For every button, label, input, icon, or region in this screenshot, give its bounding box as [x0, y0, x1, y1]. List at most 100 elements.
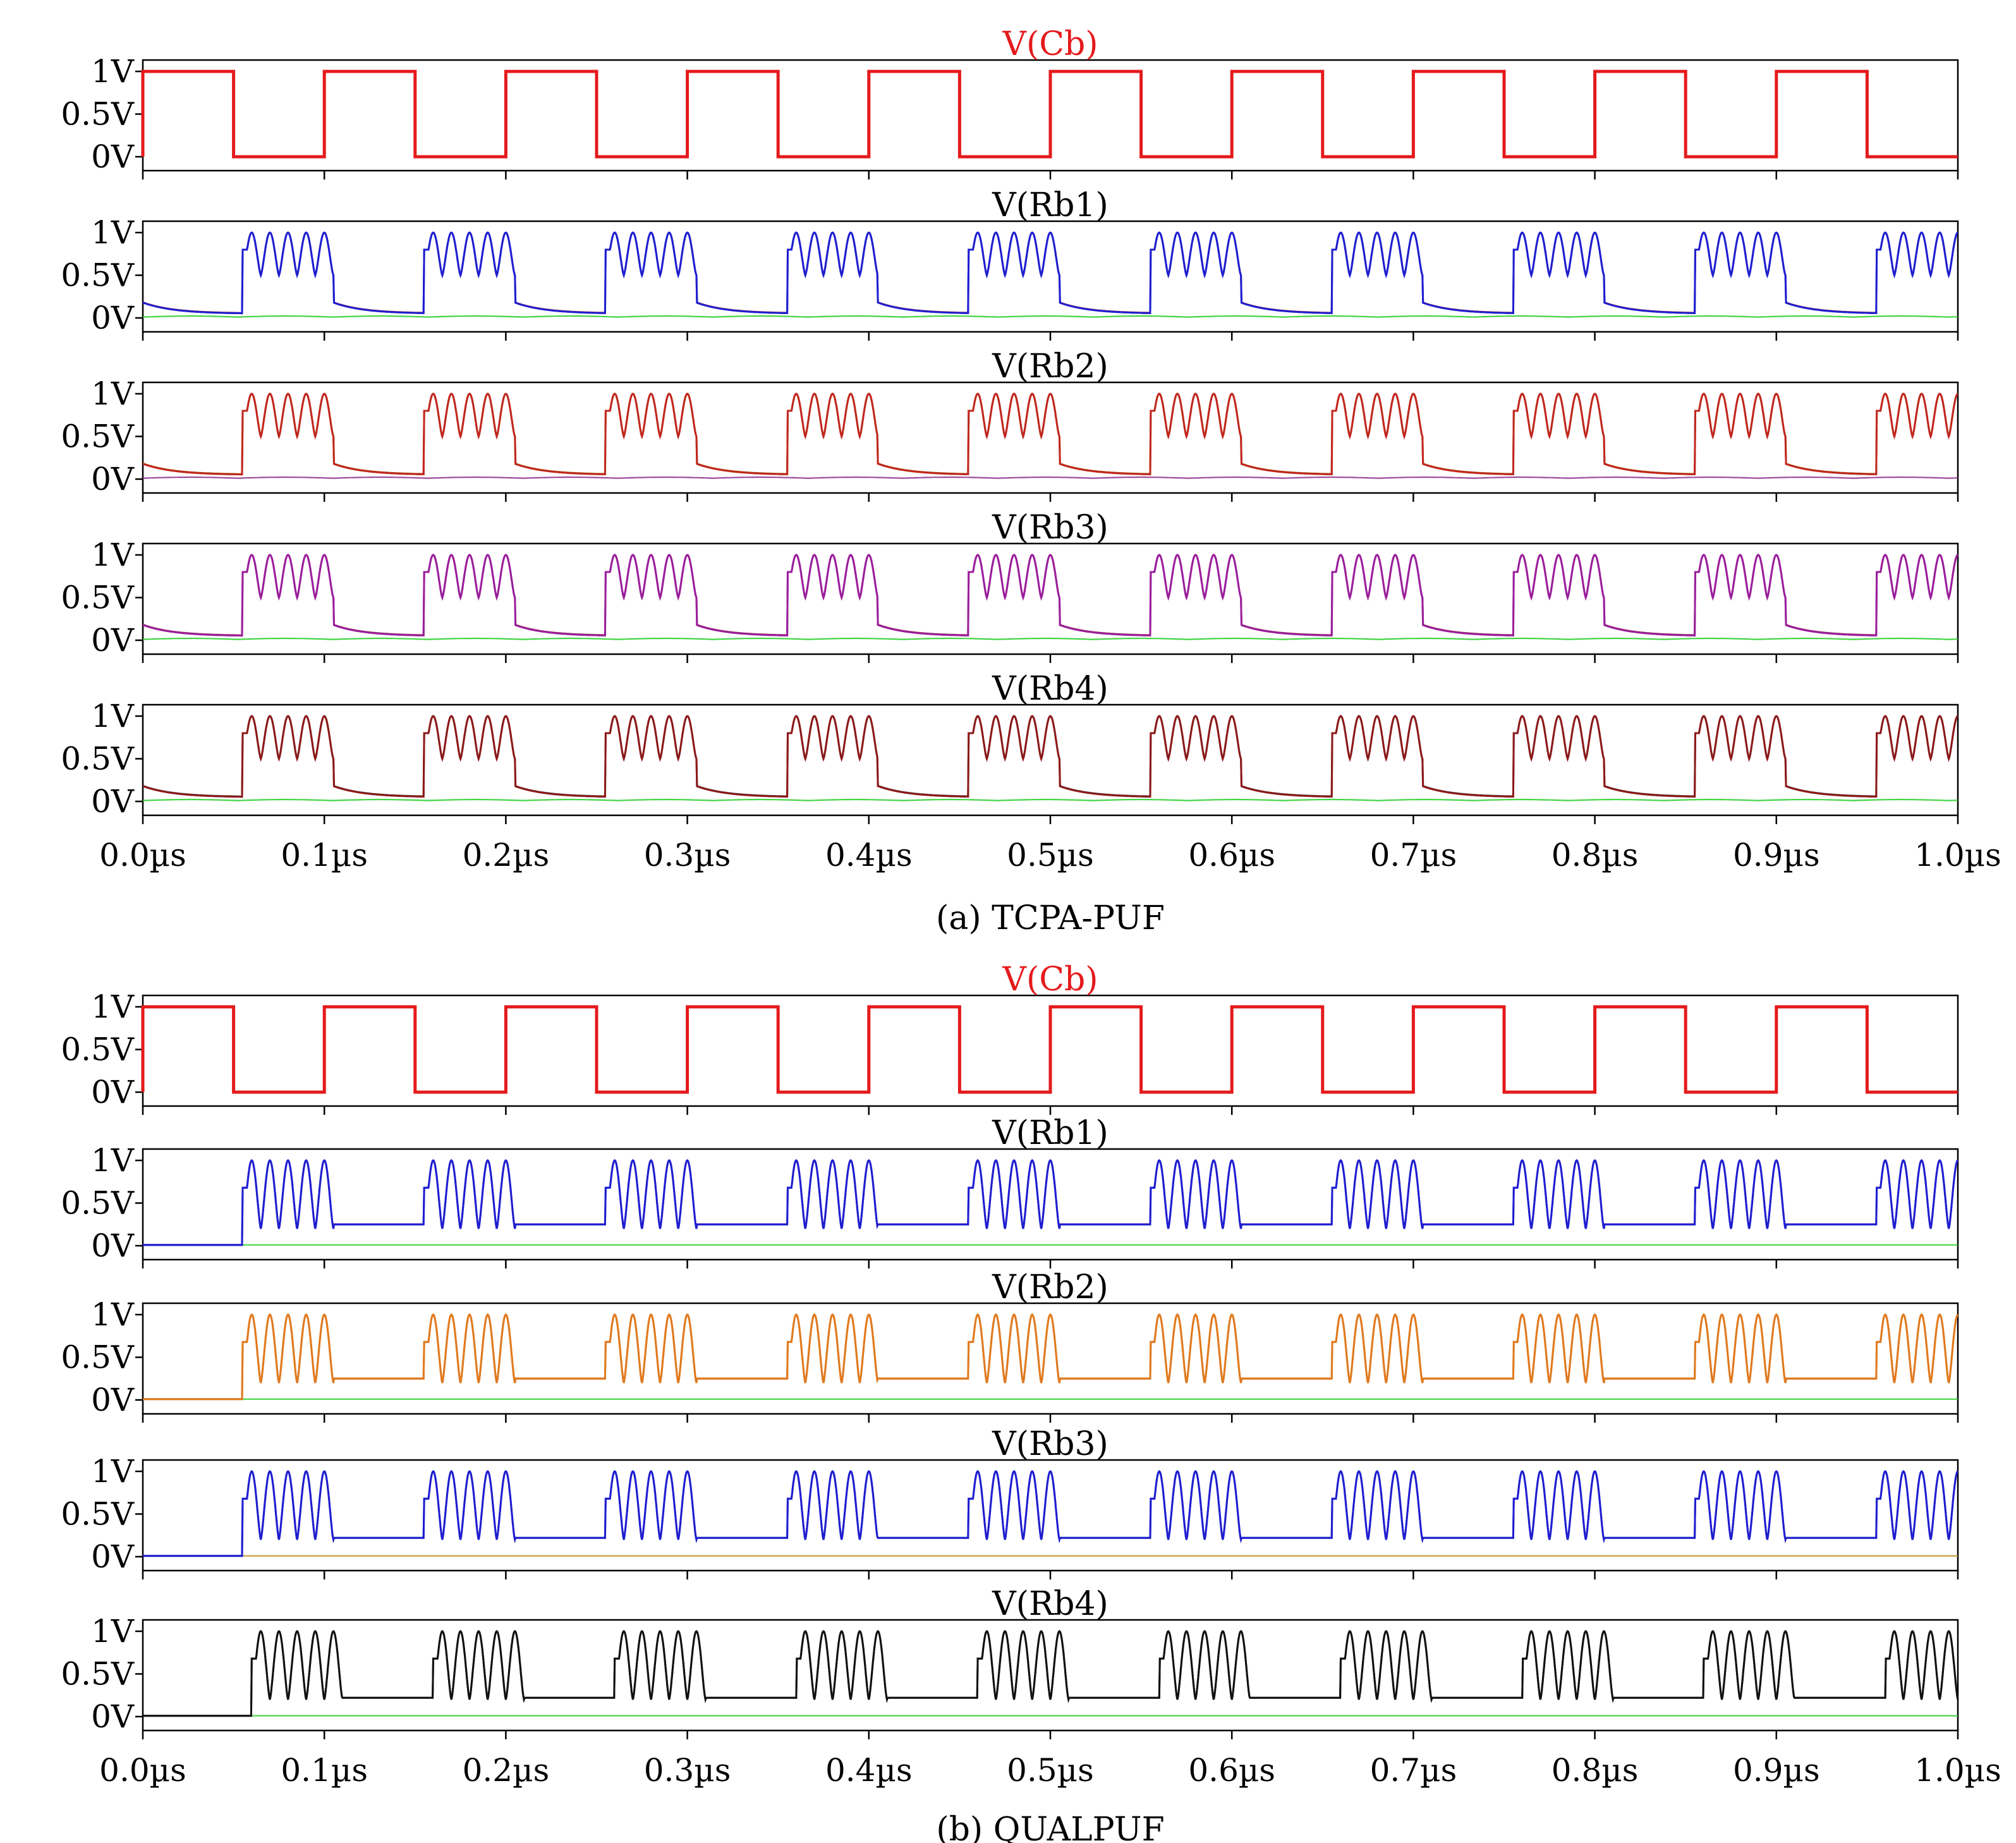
- y-tick-label: 0V: [91, 622, 135, 659]
- plot-frame: [142, 1619, 1959, 1732]
- series-line-rb3-alt: [143, 1470, 1958, 1557]
- series-line-cb: [141, 70, 1958, 159]
- y-tick-label: 0.5V: [61, 1185, 135, 1222]
- panel-vcb: V(Cb) 1V 0.5V 0V: [61, 961, 1959, 1115]
- series-line-rb1-alt: [143, 1159, 1958, 1246]
- panel-vcb: V(Cb) 1V 0.5V 0V: [61, 25, 1959, 179]
- y-tick-label: 1V: [91, 698, 135, 734]
- y-tick-label: 1V: [91, 1142, 135, 1179]
- y-tick-label: 0V: [91, 461, 135, 497]
- x-tick-label: 0.4µs: [825, 1752, 913, 1789]
- series-line-rb3-alt: [142, 554, 1958, 636]
- y-tick-label: 0.5V: [61, 1656, 135, 1693]
- x-tick-label: 1.0µs: [1914, 837, 2001, 873]
- plot-frame: [142, 220, 1959, 333]
- panel-vrb2: V(Rb2) 1V 0.5V 0V: [61, 348, 1959, 502]
- y-tick-label: 0.5V: [61, 1339, 135, 1376]
- x-tick-label: 0.7µs: [1370, 1752, 1457, 1789]
- plot-frame: [142, 703, 1959, 817]
- panel-vrb4: V(Rb4) 1V 0.5V 0V: [61, 670, 1959, 824]
- panel-vrb2: V(Rb2) 1V 0.5V 0V: [61, 1268, 1959, 1423]
- series-line-primary: [143, 1630, 1959, 1717]
- series-line-rb4-alt: [143, 1630, 1959, 1717]
- series-line-rb2-low: [142, 476, 1958, 479]
- series-line-rb2-alt: [143, 1313, 1958, 1400]
- y-tick-label: 1V: [91, 1453, 135, 1490]
- x-tick-label: 0.0µs: [99, 1752, 186, 1789]
- panel-title: V(Rb3): [992, 509, 1108, 547]
- plot-frame: [142, 381, 1959, 494]
- x-tick-label: 0.5µs: [1007, 837, 1094, 873]
- x-tick-label: 0.2µs: [463, 1752, 550, 1789]
- figure-caption: (a) TCPA-PUF: [936, 899, 1165, 937]
- x-tick-label: 0.6µs: [1188, 837, 1275, 873]
- x-tick-label: 0.1µs: [281, 837, 368, 873]
- panel-title: V(Rb3): [992, 1425, 1108, 1463]
- y-tick-label: 0.5V: [61, 257, 135, 294]
- x-tick-label: 0.8µs: [1551, 837, 1639, 873]
- series-line-rb1: [143, 1159, 1958, 1246]
- y-tick-label: 0.5V: [61, 1496, 135, 1533]
- x-tick-label: 0.8µs: [1551, 1752, 1639, 1789]
- y-tick-label: 0V: [91, 1227, 135, 1264]
- y-tick-label: 0V: [91, 1538, 135, 1575]
- series-line-rb3: [143, 1470, 1958, 1557]
- panel-vrb1: V(Rb1) 1V 0.5V 0V: [61, 186, 1959, 341]
- panel-title: V(Rb1): [992, 186, 1108, 224]
- panel-vrb3: V(Rb3) 1V 0.5V 0V: [61, 509, 1959, 663]
- plot-frame: [142, 1459, 1959, 1572]
- series-line-rb1-low: [142, 315, 1958, 318]
- chart-0: V(Cb) 1V 0.5V 0V V(Rb1) 1V 0.5V 0V V(Rb2) 1V 0.5V 0…: [61, 25, 2001, 937]
- x-tick-label: 0.0µs: [99, 837, 186, 873]
- y-tick-label: 0.5V: [61, 741, 135, 777]
- y-tick-label: 1V: [91, 375, 135, 412]
- series-line-rb1: [142, 231, 1958, 315]
- y-tick-label: 0V: [91, 1074, 135, 1110]
- y-tick-label: 0V: [91, 1698, 135, 1735]
- plot-frame: [142, 542, 1959, 655]
- panel-title: V(Rb2): [992, 1268, 1108, 1306]
- x-tick-label: 1.0µs: [1914, 1752, 2001, 1789]
- series-line-primary: [142, 231, 1958, 315]
- y-tick-label: 1V: [91, 988, 135, 1025]
- series-line-primary: [142, 554, 1958, 637]
- y-tick-label: 0.5V: [61, 1031, 135, 1068]
- plot-frame: [142, 1148, 1959, 1261]
- panel-vrb4: V(Rb4) 1V 0.5V 0V: [61, 1585, 1959, 1739]
- x-tick-label: 0.7µs: [1370, 837, 1457, 873]
- y-tick-label: 1V: [91, 53, 135, 90]
- x-tick-label: 0.1µs: [281, 1752, 368, 1789]
- panel-title: V(Rb4): [992, 1585, 1108, 1623]
- y-tick-label: 0V: [91, 783, 135, 820]
- x-tick-label: 0.4µs: [825, 837, 913, 873]
- figure-caption: (b) QUALPUF: [936, 1811, 1164, 1843]
- y-tick-label: 0.5V: [61, 96, 135, 133]
- x-tick-label: 0.9µs: [1733, 837, 1820, 873]
- panel-vrb3: V(Rb3) 1V 0.5V 0V: [61, 1425, 1959, 1579]
- series-line-rb3: [142, 554, 1958, 637]
- chart-1: V(Cb) 1V 0.5V 0V V(Rb1) 1V 0.5V 0V V(Rb2) 1V 0.5V 0…: [61, 961, 2001, 1843]
- y-tick-label: 0V: [91, 138, 135, 175]
- series-line-primary: [143, 1470, 1958, 1557]
- series-line-rb2: [143, 1313, 1958, 1401]
- panel-title: V(Cb): [1002, 25, 1098, 63]
- y-tick-label: 1V: [91, 1296, 135, 1333]
- series-line-primary: [143, 1313, 1958, 1401]
- series-line-rb2: [142, 392, 1958, 476]
- x-tick-label: 0.5µs: [1007, 1752, 1094, 1789]
- panel-vrb1: V(Rb1) 1V 0.5V 0V: [61, 1114, 1959, 1268]
- panel-title: V(Rb4): [992, 670, 1108, 708]
- series-line-rb4: [142, 715, 1958, 798]
- y-tick-label: 1V: [91, 214, 135, 251]
- plot-frame: [142, 1302, 1959, 1415]
- series-line-rb4-low: [142, 798, 1958, 801]
- y-tick-label: 0.5V: [61, 580, 135, 616]
- series-line-rb1-alt: [142, 231, 1958, 313]
- series-line-rb4: [143, 1630, 1959, 1717]
- x-tick-label: 0.6µs: [1188, 1752, 1275, 1789]
- series-line-primary: [142, 715, 1958, 798]
- y-tick-label: 0.5V: [61, 418, 135, 455]
- x-tick-label: 0.2µs: [463, 837, 550, 873]
- panel-title: V(Cb): [1002, 961, 1098, 999]
- series-line-primary: [142, 392, 1958, 476]
